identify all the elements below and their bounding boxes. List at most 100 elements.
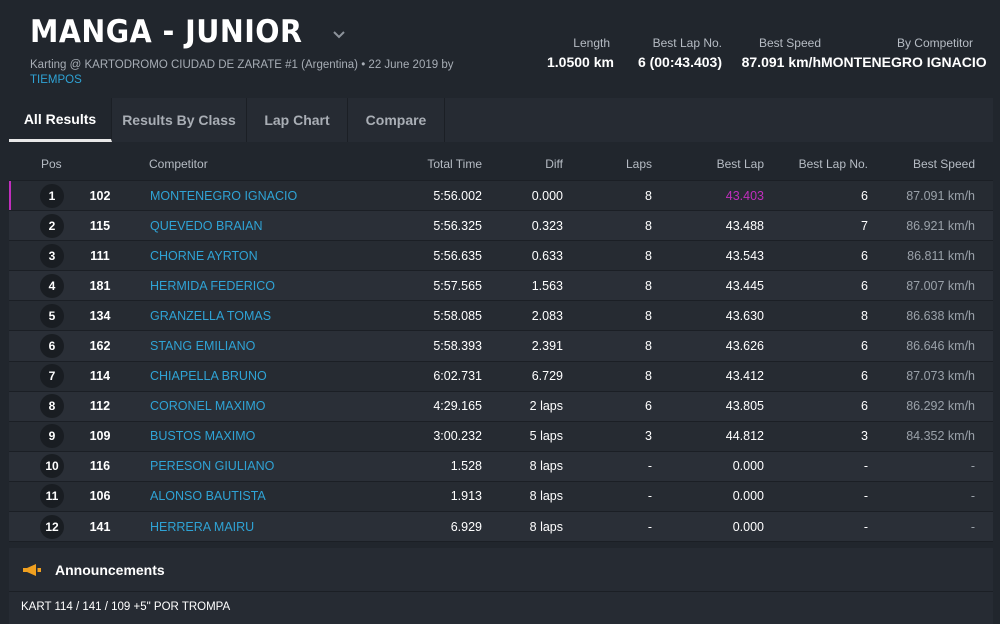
tab-results-by-class[interactable]: Results By Class — [112, 98, 247, 142]
table-row[interactable]: 12 141 HERRERA MAIRU 6.929 8 laps - 0.000 - - — [9, 512, 993, 543]
best-lap: 44.812 — [725, 429, 764, 444]
col-competitor[interactable]: Competitor — [149, 157, 208, 171]
competitor-link[interactable]: HERRERA MAIRU — [150, 519, 255, 534]
stat-length: Length 1.0500 km — [547, 36, 614, 70]
position-badge: 8 — [40, 394, 64, 419]
best-lap: 43.412 — [725, 369, 764, 384]
announcements-title: Announcements — [55, 561, 165, 578]
kart-number: 114 — [89, 369, 111, 384]
competitor-link[interactable]: ALONSO BAUTISTA — [150, 489, 266, 504]
best-speed: 87.073 km/h — [906, 369, 975, 384]
best-lap-no: 6 — [861, 188, 868, 203]
laps: 6 — [645, 399, 652, 414]
col-best-speed[interactable]: Best Speed — [912, 157, 975, 171]
best-lap: 0.000 — [732, 519, 764, 534]
competitor-link[interactable]: CHIAPELLA BRUNO — [150, 369, 267, 384]
tabs-filler — [445, 98, 993, 142]
laps: 8 — [645, 218, 652, 233]
tab-lap-chart[interactable]: Lap Chart — [247, 98, 348, 142]
table-row[interactable]: 5 134 GRANZELLA TOMAS 5:58.085 2.083 8 43.630 8… — [9, 301, 993, 332]
col-diff[interactable]: Diff — [545, 157, 563, 171]
stat-label: By Competitor — [896, 36, 973, 50]
position-badge: 3 — [40, 243, 64, 268]
best-speed: - — [970, 489, 975, 504]
total-time: 5:56.325 — [433, 218, 482, 233]
competitor-link[interactable]: BUSTOS MAXIMO — [150, 429, 256, 444]
best-speed: 86.921 km/h — [906, 218, 975, 233]
laps: 8 — [645, 278, 652, 293]
laps: 8 — [645, 369, 652, 384]
table-row[interactable]: 7 114 CHIAPELLA BRUNO 6:02.731 6.729 8 43.412 6… — [9, 361, 993, 392]
kart-number: 115 — [89, 218, 111, 233]
total-time: 6.929 — [450, 519, 482, 534]
col-laps[interactable]: Laps — [625, 157, 652, 171]
best-speed: 87.007 km/h — [906, 278, 975, 293]
results-table: Pos Competitor Total Time Diff Laps Best… — [9, 148, 993, 543]
best-lap-no: 6 — [861, 248, 868, 263]
total-time: 4:29.165 — [433, 399, 482, 414]
table-row[interactable]: 1 102 MONTENEGRO IGNACIO 5:56.002 0.000 8 43.4… — [9, 181, 993, 212]
col-pos[interactable]: Pos — [41, 157, 62, 171]
diff: 1.563 — [531, 278, 563, 293]
position-badge: 7 — [40, 364, 64, 389]
event-description: Karting @ KARTODROMO CIUDAD DE ZARATE #1… — [30, 59, 454, 71]
total-time: 5:58.085 — [433, 308, 482, 323]
best-lap: 43.630 — [725, 308, 764, 323]
table-body: 1 102 MONTENEGRO IGNACIO 5:56.002 0.000 8 43.4… — [9, 181, 993, 543]
table-row[interactable]: 10 116 PERESON GIULIANO 1.528 8 laps - 0.000 - - — [9, 451, 993, 482]
col-best-lap-no[interactable]: Best Lap No. — [798, 157, 868, 171]
best-lap: 43.805 — [725, 399, 764, 414]
best-speed: - — [970, 459, 975, 474]
competitor-link[interactable]: PERESON GIULIANO — [150, 459, 275, 474]
position-badge: 11 — [40, 484, 64, 509]
stat-label: Best Speed — [758, 36, 821, 50]
chevron-down-icon[interactable] — [330, 25, 348, 43]
results-tabs: All Results Results By Class Lap Chart C… — [9, 98, 993, 142]
laps: 8 — [645, 339, 652, 354]
diff: 0.000 — [531, 188, 563, 203]
tab-all-results[interactable]: All Results — [9, 98, 112, 142]
total-time: 5:56.635 — [433, 248, 482, 263]
col-best-lap[interactable]: Best Lap — [716, 157, 764, 171]
best-speed: 84.352 km/h — [906, 429, 975, 444]
laps: - — [647, 519, 652, 534]
table-row[interactable]: 3 111 CHORNE AYRTON 5:56.635 0.633 8 43.543 6 86… — [9, 241, 993, 272]
best-lap-no: - — [863, 489, 868, 504]
best-lap-no: 6 — [861, 369, 868, 384]
stat-label: Length — [573, 36, 610, 50]
best-lap: 0.000 — [732, 489, 764, 504]
position-badge: 5 — [40, 303, 64, 328]
table-row[interactable]: 4 181 HERMIDA FEDERICO 5:57.565 1.563 8 43.445… — [9, 271, 993, 302]
position-badge: 2 — [40, 213, 64, 238]
best-lap-no: 6 — [861, 399, 868, 414]
kart-number: 106 — [89, 489, 111, 504]
competitor-link[interactable]: GRANZELLA TOMAS — [150, 308, 272, 323]
best-speed: 86.292 km/h — [906, 399, 975, 414]
best-lap-no: 8 — [861, 308, 868, 323]
diff: 0.323 — [531, 218, 563, 233]
table-row[interactable]: 9 109 BUSTOS MAXIMO 3:00.232 5 laps 3 44.812 3 8… — [9, 421, 993, 452]
title-dropdown[interactable]: MANGA - JUNIOR — [30, 14, 348, 50]
competitor-link[interactable]: CHORNE AYRTON — [150, 248, 258, 263]
table-row[interactable]: 8 112 CORONEL MAXIMO 4:29.165 2 laps 6 43.805 6… — [9, 391, 993, 422]
diff: 2.391 — [531, 339, 563, 354]
col-total-time[interactable]: Total Time — [427, 157, 482, 171]
laps: 8 — [645, 188, 652, 203]
competitor-link[interactable]: STANG EMILIANO — [150, 339, 256, 354]
best-lap-no: 3 — [861, 429, 868, 444]
table-row[interactable]: 6 162 STANG EMILIANO 5:58.393 2.391 8 43.626 6 8… — [9, 331, 993, 362]
competitor-link[interactable]: CORONEL MAXIMO — [150, 399, 266, 414]
megaphone-icon — [23, 563, 41, 576]
table-row[interactable]: 2 115 QUEVEDO BRAIAN 5:56.325 0.323 8 43.488 7 8… — [9, 211, 993, 242]
competitor-link[interactable]: MONTENEGRO IGNACIO — [150, 188, 298, 203]
page-header: MANGA - JUNIOR Karting @ KARTODROMO CIUD… — [0, 0, 1000, 98]
kart-number: 109 — [89, 429, 111, 444]
competitor-link[interactable]: HERMIDA FEDERICO — [150, 278, 276, 293]
laps: 3 — [645, 429, 652, 444]
tab-compare[interactable]: Compare — [348, 98, 445, 142]
position-badge: 10 — [40, 454, 64, 479]
organizer-link[interactable]: TIEMPOS — [30, 74, 82, 86]
competitor-link[interactable]: QUEVEDO BRAIAN — [150, 218, 263, 233]
laps: 8 — [645, 248, 652, 263]
table-row[interactable]: 11 106 ALONSO BAUTISTA 1.913 8 laps - 0.000 - - — [9, 481, 993, 513]
